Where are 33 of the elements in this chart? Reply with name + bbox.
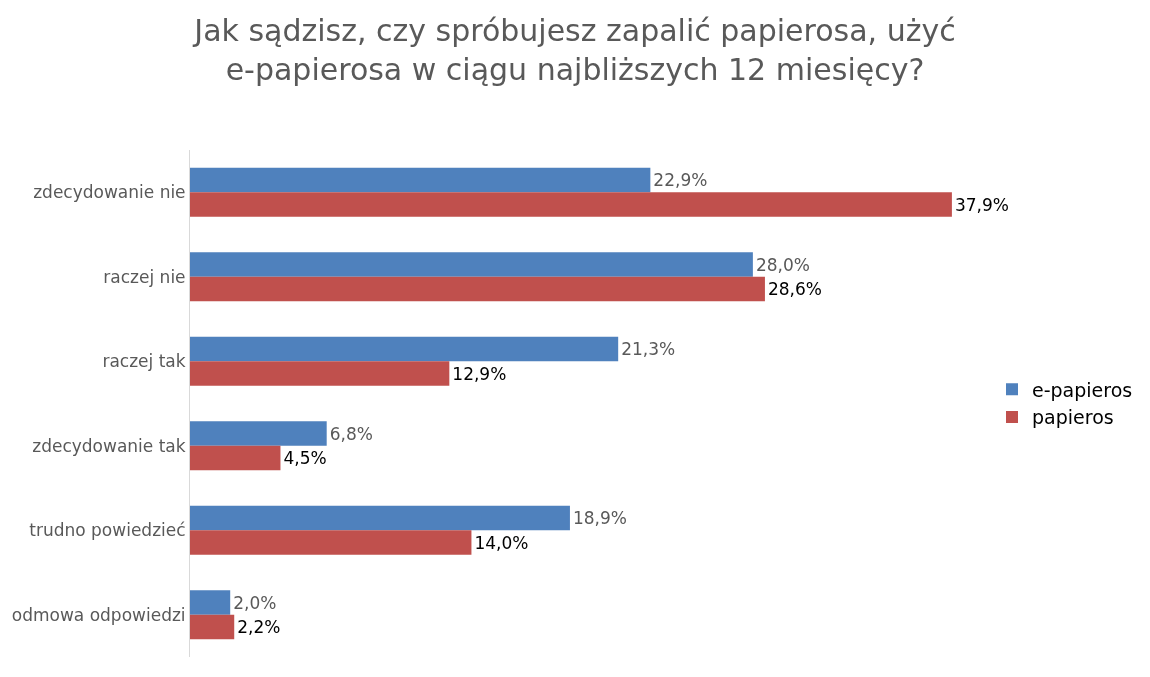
bar [190,361,450,386]
bar [190,590,231,615]
bar [190,421,327,446]
bar [190,167,651,193]
data-label: 12,9% [452,363,507,384]
bar [190,336,619,362]
y-tick-label: raczej nie [103,266,186,287]
y-tick-label: odmowa odpowiedzi [11,604,186,625]
data-label: 28,6% [767,279,822,300]
data-label: 2,0% [233,592,277,613]
bar [190,252,753,277]
data-label: 37,9% [954,194,1009,215]
data-label: 4,5% [283,448,327,469]
y-tick-label: zdecydowanie tak [32,435,186,456]
data-label: 2,2% [237,617,281,638]
bar [190,614,235,640]
data-label: 6,8% [329,423,373,444]
data-label: 14,0% [474,532,529,553]
data-label: 18,9% [572,508,627,528]
bar [190,505,570,531]
bar [190,530,472,555]
y-tick-label: trudno powiedzieć [29,520,186,541]
legend-label: e-papieros [1032,378,1133,401]
bar [190,445,281,471]
data-label: 28,0% [755,254,810,275]
chart-title: Jak sądzisz, czy spróbujesz zapalić papierosa, użyć e-papierosa w ciągu najbliższych 12 miesięcy? [192,12,956,87]
bar [190,276,765,302]
bar [190,192,952,217]
data-label: 22,9% [653,169,708,190]
legend-label: papieros [1032,406,1114,429]
y-tick-label: zdecydowanie nie [33,182,186,203]
data-label: 21,3% [621,339,676,359]
y-tick-label: raczej tak [102,351,186,372]
